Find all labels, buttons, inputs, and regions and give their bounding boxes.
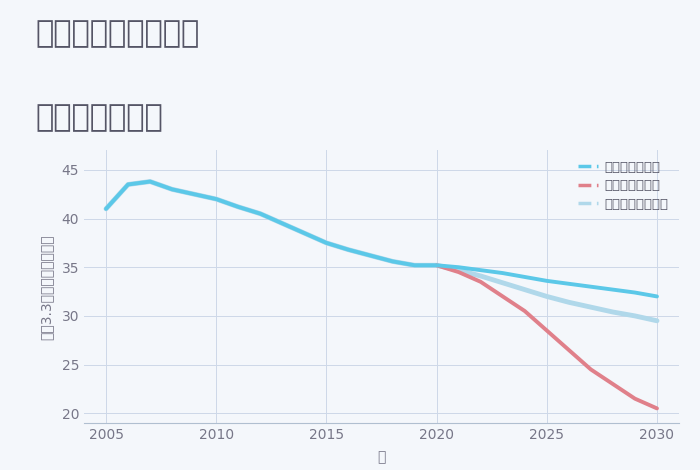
グッドシナリオ [366, 253, 375, 258]
グッドシナリオ [212, 196, 220, 202]
ノーマルシナリオ [344, 247, 353, 252]
グッドシナリオ [322, 240, 330, 246]
バッドシナリオ [609, 381, 617, 387]
ノーマルシナリオ [631, 313, 639, 319]
ノーマルシナリオ [278, 220, 286, 226]
バッドシナリオ [631, 396, 639, 401]
グッドシナリオ [631, 290, 639, 295]
ノーマルシナリオ [477, 273, 485, 279]
グッドシナリオ [190, 191, 198, 197]
バッドシナリオ [498, 294, 507, 299]
グッドシナリオ [146, 179, 154, 184]
ノーマルシナリオ [521, 287, 529, 292]
グッドシナリオ [433, 262, 441, 268]
Text: 土地の価格推移: 土地の価格推移 [35, 103, 162, 133]
ノーマルシナリオ [498, 280, 507, 286]
Text: 兵庫県姫路市手柄の: 兵庫県姫路市手柄の [35, 19, 200, 48]
ノーマルシナリオ [433, 262, 441, 268]
グッドシナリオ [344, 247, 353, 252]
バッドシナリオ [454, 269, 463, 275]
ノーマルシナリオ [124, 182, 132, 188]
グッドシナリオ [609, 287, 617, 292]
グッドシナリオ [498, 270, 507, 276]
Line: バッドシナリオ: バッドシナリオ [437, 265, 657, 408]
グッドシナリオ [102, 206, 110, 212]
ノーマルシナリオ [322, 240, 330, 246]
バッドシナリオ [433, 262, 441, 268]
ノーマルシナリオ [366, 253, 375, 258]
グッドシナリオ [410, 262, 419, 268]
バッドシナリオ [477, 279, 485, 285]
ノーマルシナリオ [168, 187, 176, 192]
グッドシナリオ [256, 211, 265, 217]
ノーマルシナリオ [300, 230, 309, 236]
ノーマルシナリオ [256, 211, 265, 217]
グッドシナリオ [389, 258, 397, 264]
バッドシナリオ [542, 328, 551, 333]
グッドシナリオ [168, 187, 176, 192]
グッドシナリオ [300, 230, 309, 236]
グッドシナリオ [653, 294, 662, 299]
バッドシナリオ [653, 406, 662, 411]
グッドシナリオ [587, 284, 595, 290]
ノーマルシナリオ [454, 267, 463, 273]
ノーマルシナリオ [565, 299, 573, 305]
グッドシナリオ [521, 274, 529, 280]
ノーマルシナリオ [190, 191, 198, 197]
グッドシナリオ [542, 278, 551, 284]
ノーマルシナリオ [234, 204, 242, 210]
バッドシナリオ [565, 347, 573, 353]
Line: グッドシナリオ: グッドシナリオ [106, 181, 657, 297]
Legend: グッドシナリオ, バッドシナリオ, ノーマルシナリオ: グッドシナリオ, バッドシナリオ, ノーマルシナリオ [574, 157, 673, 214]
X-axis label: 年: 年 [377, 450, 386, 464]
ノーマルシナリオ [542, 294, 551, 299]
グッドシナリオ [565, 281, 573, 287]
グッドシナリオ [454, 265, 463, 270]
Y-axis label: 坪（3.3㎡）単価（万円）: 坪（3.3㎡）単価（万円） [39, 234, 53, 339]
グッドシナリオ [124, 182, 132, 188]
バッドシナリオ [587, 367, 595, 372]
ノーマルシナリオ [587, 305, 595, 310]
ノーマルシナリオ [146, 179, 154, 184]
グッドシナリオ [234, 204, 242, 210]
グッドシナリオ [278, 220, 286, 226]
ノーマルシナリオ [212, 196, 220, 202]
グッドシナリオ [477, 267, 485, 273]
Line: ノーマルシナリオ: ノーマルシナリオ [106, 181, 657, 321]
バッドシナリオ [521, 308, 529, 314]
ノーマルシナリオ [609, 309, 617, 315]
ノーマルシナリオ [410, 262, 419, 268]
ノーマルシナリオ [102, 206, 110, 212]
ノーマルシナリオ [653, 318, 662, 323]
ノーマルシナリオ [389, 258, 397, 264]
